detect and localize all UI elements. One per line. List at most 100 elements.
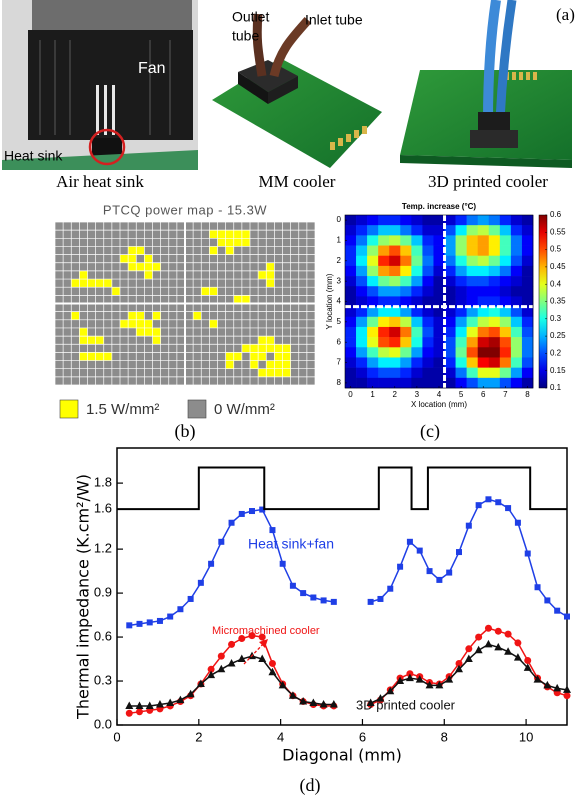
y-tick-label: 8 (337, 378, 342, 387)
marker (466, 523, 472, 529)
heat-cell (389, 225, 400, 235)
heat-cell (445, 246, 456, 256)
panel-label: (c) (420, 421, 440, 442)
heat-cell (467, 256, 478, 266)
heat-cell (500, 225, 511, 235)
heat-cell (522, 286, 533, 296)
heat-cell (345, 307, 356, 317)
heat-cell (378, 215, 389, 225)
heat-cell (389, 357, 400, 367)
power-cell (136, 246, 144, 254)
marker (147, 619, 153, 625)
heat-cell (400, 337, 411, 347)
power-cell (79, 352, 87, 360)
legend-swatch (60, 400, 78, 418)
power-cell (88, 279, 96, 287)
marker (397, 564, 403, 570)
outlet-label: tube (232, 28, 259, 44)
marker (485, 625, 492, 632)
heat-cell (500, 357, 511, 367)
heat-cell (422, 307, 433, 317)
marker (310, 594, 316, 600)
marker (368, 599, 374, 605)
heat-cell (422, 327, 433, 337)
colorbar-tick-label: 0.6 (550, 210, 562, 219)
heat-cell (478, 256, 489, 266)
marker (436, 577, 442, 583)
heat-cell (489, 307, 500, 317)
heat-cell (356, 337, 367, 347)
y-tick-label: 1 (337, 236, 342, 245)
plot-frame (117, 448, 567, 725)
marker (495, 499, 501, 505)
heat-cell (522, 256, 533, 266)
marker (505, 631, 512, 638)
heat-cell (489, 347, 500, 357)
power-cell (242, 344, 250, 352)
power-cell (226, 238, 234, 246)
heat-cell (511, 347, 522, 357)
colorbar-tick-label: 0.45 (550, 262, 566, 271)
series-label: 3D printed cooler (356, 697, 456, 712)
heat-cell (411, 357, 422, 367)
heat-cell (400, 317, 411, 327)
heat-cell (400, 286, 411, 296)
colorbar-tick-label: 0.3 (550, 314, 562, 323)
marker (505, 505, 511, 511)
marker (475, 634, 482, 641)
x-axis-label: X location (mm) (411, 400, 467, 409)
power-cell (71, 312, 79, 320)
power-cell (250, 352, 258, 360)
power-cell (258, 344, 266, 352)
marker (188, 596, 194, 602)
marker (465, 645, 472, 652)
heat-cell (345, 347, 356, 357)
heat-cell (378, 347, 389, 357)
power-cell (234, 295, 242, 303)
heat-cell (478, 317, 489, 327)
heat-cell (511, 368, 522, 378)
power-cell (283, 344, 291, 352)
x-tick-label: 0 (113, 729, 120, 744)
x-tick-label: 3 (415, 390, 420, 399)
series-label: Micromachined cooler (212, 625, 320, 637)
heat-cell (467, 347, 478, 357)
colorbar-tick-label: 0.35 (550, 297, 566, 306)
heat-cell (500, 246, 511, 256)
colorbar-tick-label: 0.5 (550, 245, 562, 254)
marker (524, 657, 531, 664)
heat-cell (489, 235, 500, 245)
heat-cell (456, 337, 467, 347)
heat-cell (378, 286, 389, 296)
y-tick-label: 2 (337, 256, 342, 265)
caption: 3D printed cooler (428, 172, 548, 191)
heat-cell (456, 246, 467, 256)
power-cell (96, 352, 104, 360)
heat-cell (467, 317, 478, 327)
x-tick-label: 7 (503, 390, 508, 399)
colorbar-tick-label: 0.55 (550, 227, 566, 236)
heat-cell (445, 327, 456, 337)
chart-title: Temp. increase (°C) (402, 202, 477, 211)
marker (125, 701, 133, 709)
heat-cell (456, 256, 467, 266)
marker (564, 692, 571, 699)
heat-cell (356, 378, 367, 388)
heat-cell (400, 378, 411, 388)
heat-cell (345, 368, 356, 378)
photo-air-heat-sink (2, 0, 198, 170)
caption: Air heat sink (56, 172, 144, 191)
heat-cell (400, 235, 411, 245)
y2-tick-label: 1.6 (94, 501, 112, 516)
power-cell (266, 361, 274, 369)
heat-cell (378, 256, 389, 266)
heat-cell (467, 266, 478, 276)
power-cell (193, 312, 201, 320)
heat-cell (356, 286, 367, 296)
heat-cell (489, 337, 500, 347)
power-cell (266, 263, 274, 271)
heat-cell (511, 317, 522, 327)
heat-cell (411, 327, 422, 337)
heat-cell (478, 286, 489, 296)
heat-cell (500, 235, 511, 245)
